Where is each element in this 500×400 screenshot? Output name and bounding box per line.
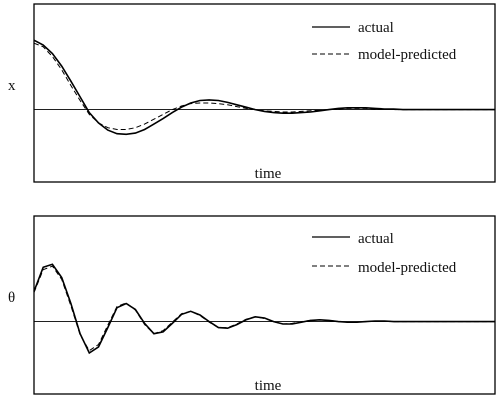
panel-theta: θ time actual model-predicted — [8, 215, 496, 395]
series-line-model-predicted — [33, 265, 495, 352]
y-axis-label: x — [8, 78, 16, 94]
x-axis-label: time — [255, 166, 282, 182]
legend-label-actual: actual — [358, 231, 394, 247]
plot-frame — [33, 215, 496, 395]
x-axis-label: time — [255, 378, 282, 394]
plot-frame — [33, 3, 496, 183]
legend-label-model-predicted: model-predicted — [358, 47, 457, 63]
panel-x: x time actual model-predicted — [8, 3, 496, 183]
legend-label-actual: actual — [358, 20, 394, 36]
legend-label-model-predicted: model-predicted — [358, 260, 457, 276]
series-line-actual — [33, 39, 495, 136]
series-line-actual — [33, 263, 495, 355]
y-axis-label: θ — [8, 290, 15, 306]
